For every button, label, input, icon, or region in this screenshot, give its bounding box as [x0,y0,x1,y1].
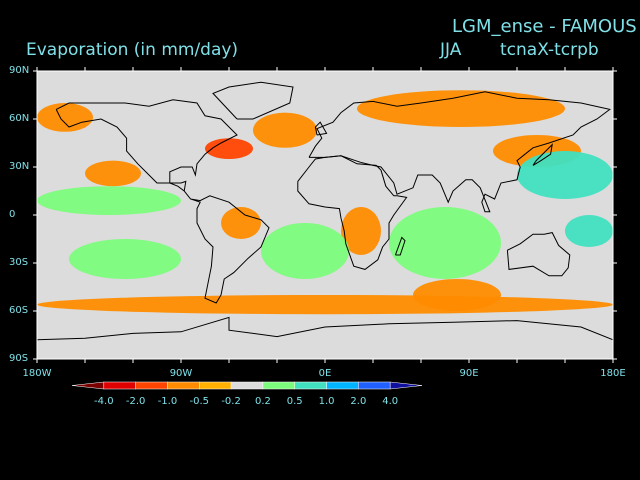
field-region [37,186,181,216]
colorbar-label: 1.0 [318,396,335,407]
coastline [314,121,328,136]
colorbar-label: -1.0 [157,396,178,407]
x-tick-label: 90E [459,368,479,379]
coastline [297,155,408,270]
coastline [308,91,611,213]
colorbar-label: -0.5 [189,396,210,407]
colorbar-label: -2.0 [125,396,146,407]
field-region [85,160,141,187]
colorbar-swatch [199,381,232,390]
colorbar-label: 4.0 [382,396,399,407]
colorbar-swatch [167,381,200,390]
colorbar-swatch [230,381,264,390]
colorbar-swatch [294,381,327,390]
y-tick-label: 0 [9,209,16,220]
field-region [261,223,349,279]
x-tick-label: 0E [318,368,332,379]
field-region [253,112,317,148]
field-region [341,207,381,255]
y-tick-label: 30S [9,257,29,268]
field-region [357,90,565,127]
field-region [221,207,261,239]
colorbar-swatch [389,381,423,390]
plot-title: LGM_ense - FAMOUS [452,16,637,37]
y-tick-label: 90N [9,65,30,76]
y-tick-label: 90S [9,353,29,364]
y-tick-label: 60S [9,305,29,316]
colorbar-swatch [326,381,359,390]
coastline [55,99,270,304]
field-region [565,215,613,247]
x-tick-label: 180E [600,368,626,379]
season-label: JJA [440,40,462,60]
field-region [37,295,613,315]
colorbar-label: -0.2 [221,396,241,407]
x-tick-label: 90W [169,368,193,379]
field-region [69,239,181,279]
colorbar-label: 0.5 [286,396,303,407]
field-region [37,103,93,132]
variable-title: Evaporation (in mm/day) [26,40,239,60]
coastline [37,316,613,341]
coastline [532,143,553,166]
experiment-label: tcnaX-tcrpb [500,40,599,60]
x-tick-label: 180W [22,368,52,379]
field-region [413,279,501,311]
field-region [517,151,613,199]
colorbar-swatch [358,381,391,390]
colorbar-label: 2.0 [350,396,367,407]
coastline [212,81,294,120]
coastline [506,232,571,277]
field-region [389,207,501,279]
y-tick-label: 30N [9,161,30,172]
y-tick-label: 60N [9,113,30,124]
colorbar-swatch [71,381,105,390]
field-region [205,138,253,160]
colorbar-swatch [135,381,168,390]
colorbar-label: -4.0 [94,396,114,407]
colorbar-swatch [262,381,295,390]
coastline [394,236,406,256]
colorbar-label: 0.2 [254,396,271,407]
colorbar-swatch [103,381,136,390]
